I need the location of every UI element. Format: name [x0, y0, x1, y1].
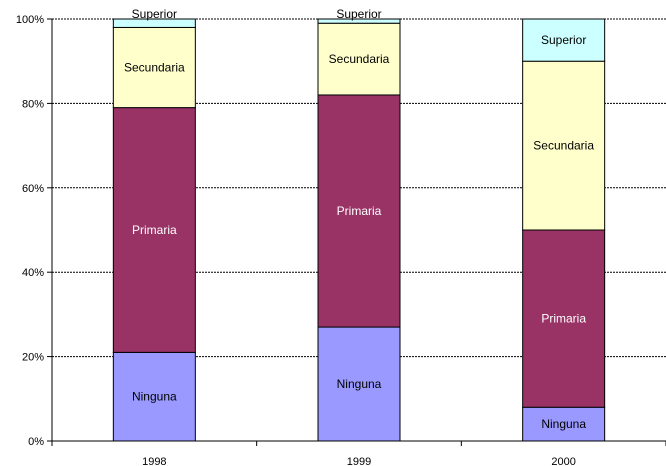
axes: [47, 18, 666, 446]
bar-segment-ninguna: [112, 351, 196, 442]
segment-label: Primaria: [541, 312, 586, 326]
bar-segment-superior: [522, 18, 606, 62]
bar-segment-primaria: [112, 107, 196, 353]
segment-label: Ninguna: [337, 377, 382, 391]
bar-segment-primaria: [522, 229, 606, 408]
x-tick-label: 2000: [551, 456, 575, 466]
segment-label: Superior: [541, 33, 586, 47]
bar-segment-ninguna: [522, 406, 606, 442]
y-tick-label: 100%: [16, 14, 44, 26]
bar-segment-superior: [112, 18, 196, 28]
segment-label: Secundaria: [329, 52, 390, 66]
labels: 0% 20% 40% 60% 80% 100% Ninguna Primaria Secunda…: [16, 7, 594, 466]
y-tick-label: 40%: [22, 267, 44, 279]
segment-label: Secundaria: [124, 61, 185, 75]
bars: [112, 18, 606, 442]
bar-segment-superior: [317, 18, 401, 24]
bar-segment-secundaria: [317, 22, 401, 96]
x-tick-label: 1998: [142, 456, 166, 466]
bar-segment-primaria: [317, 94, 401, 328]
y-tick-label: 80%: [22, 98, 44, 110]
y-tick-label: 20%: [22, 352, 44, 364]
segment-label: Primaria: [132, 223, 177, 237]
bar-segment-ninguna: [317, 326, 401, 442]
segment-label: Ninguna: [132, 390, 177, 404]
y-tick-label: 60%: [22, 183, 44, 195]
segment-label: Ninguna: [541, 417, 586, 431]
segment-label: Superior: [132, 7, 177, 21]
segment-label: Secundaria: [533, 139, 594, 153]
segment-label: Superior: [336, 7, 381, 21]
segment-label: Primaria: [337, 204, 382, 218]
x-tick-label: 1999: [347, 456, 371, 466]
y-tick-label: 0%: [28, 436, 44, 448]
